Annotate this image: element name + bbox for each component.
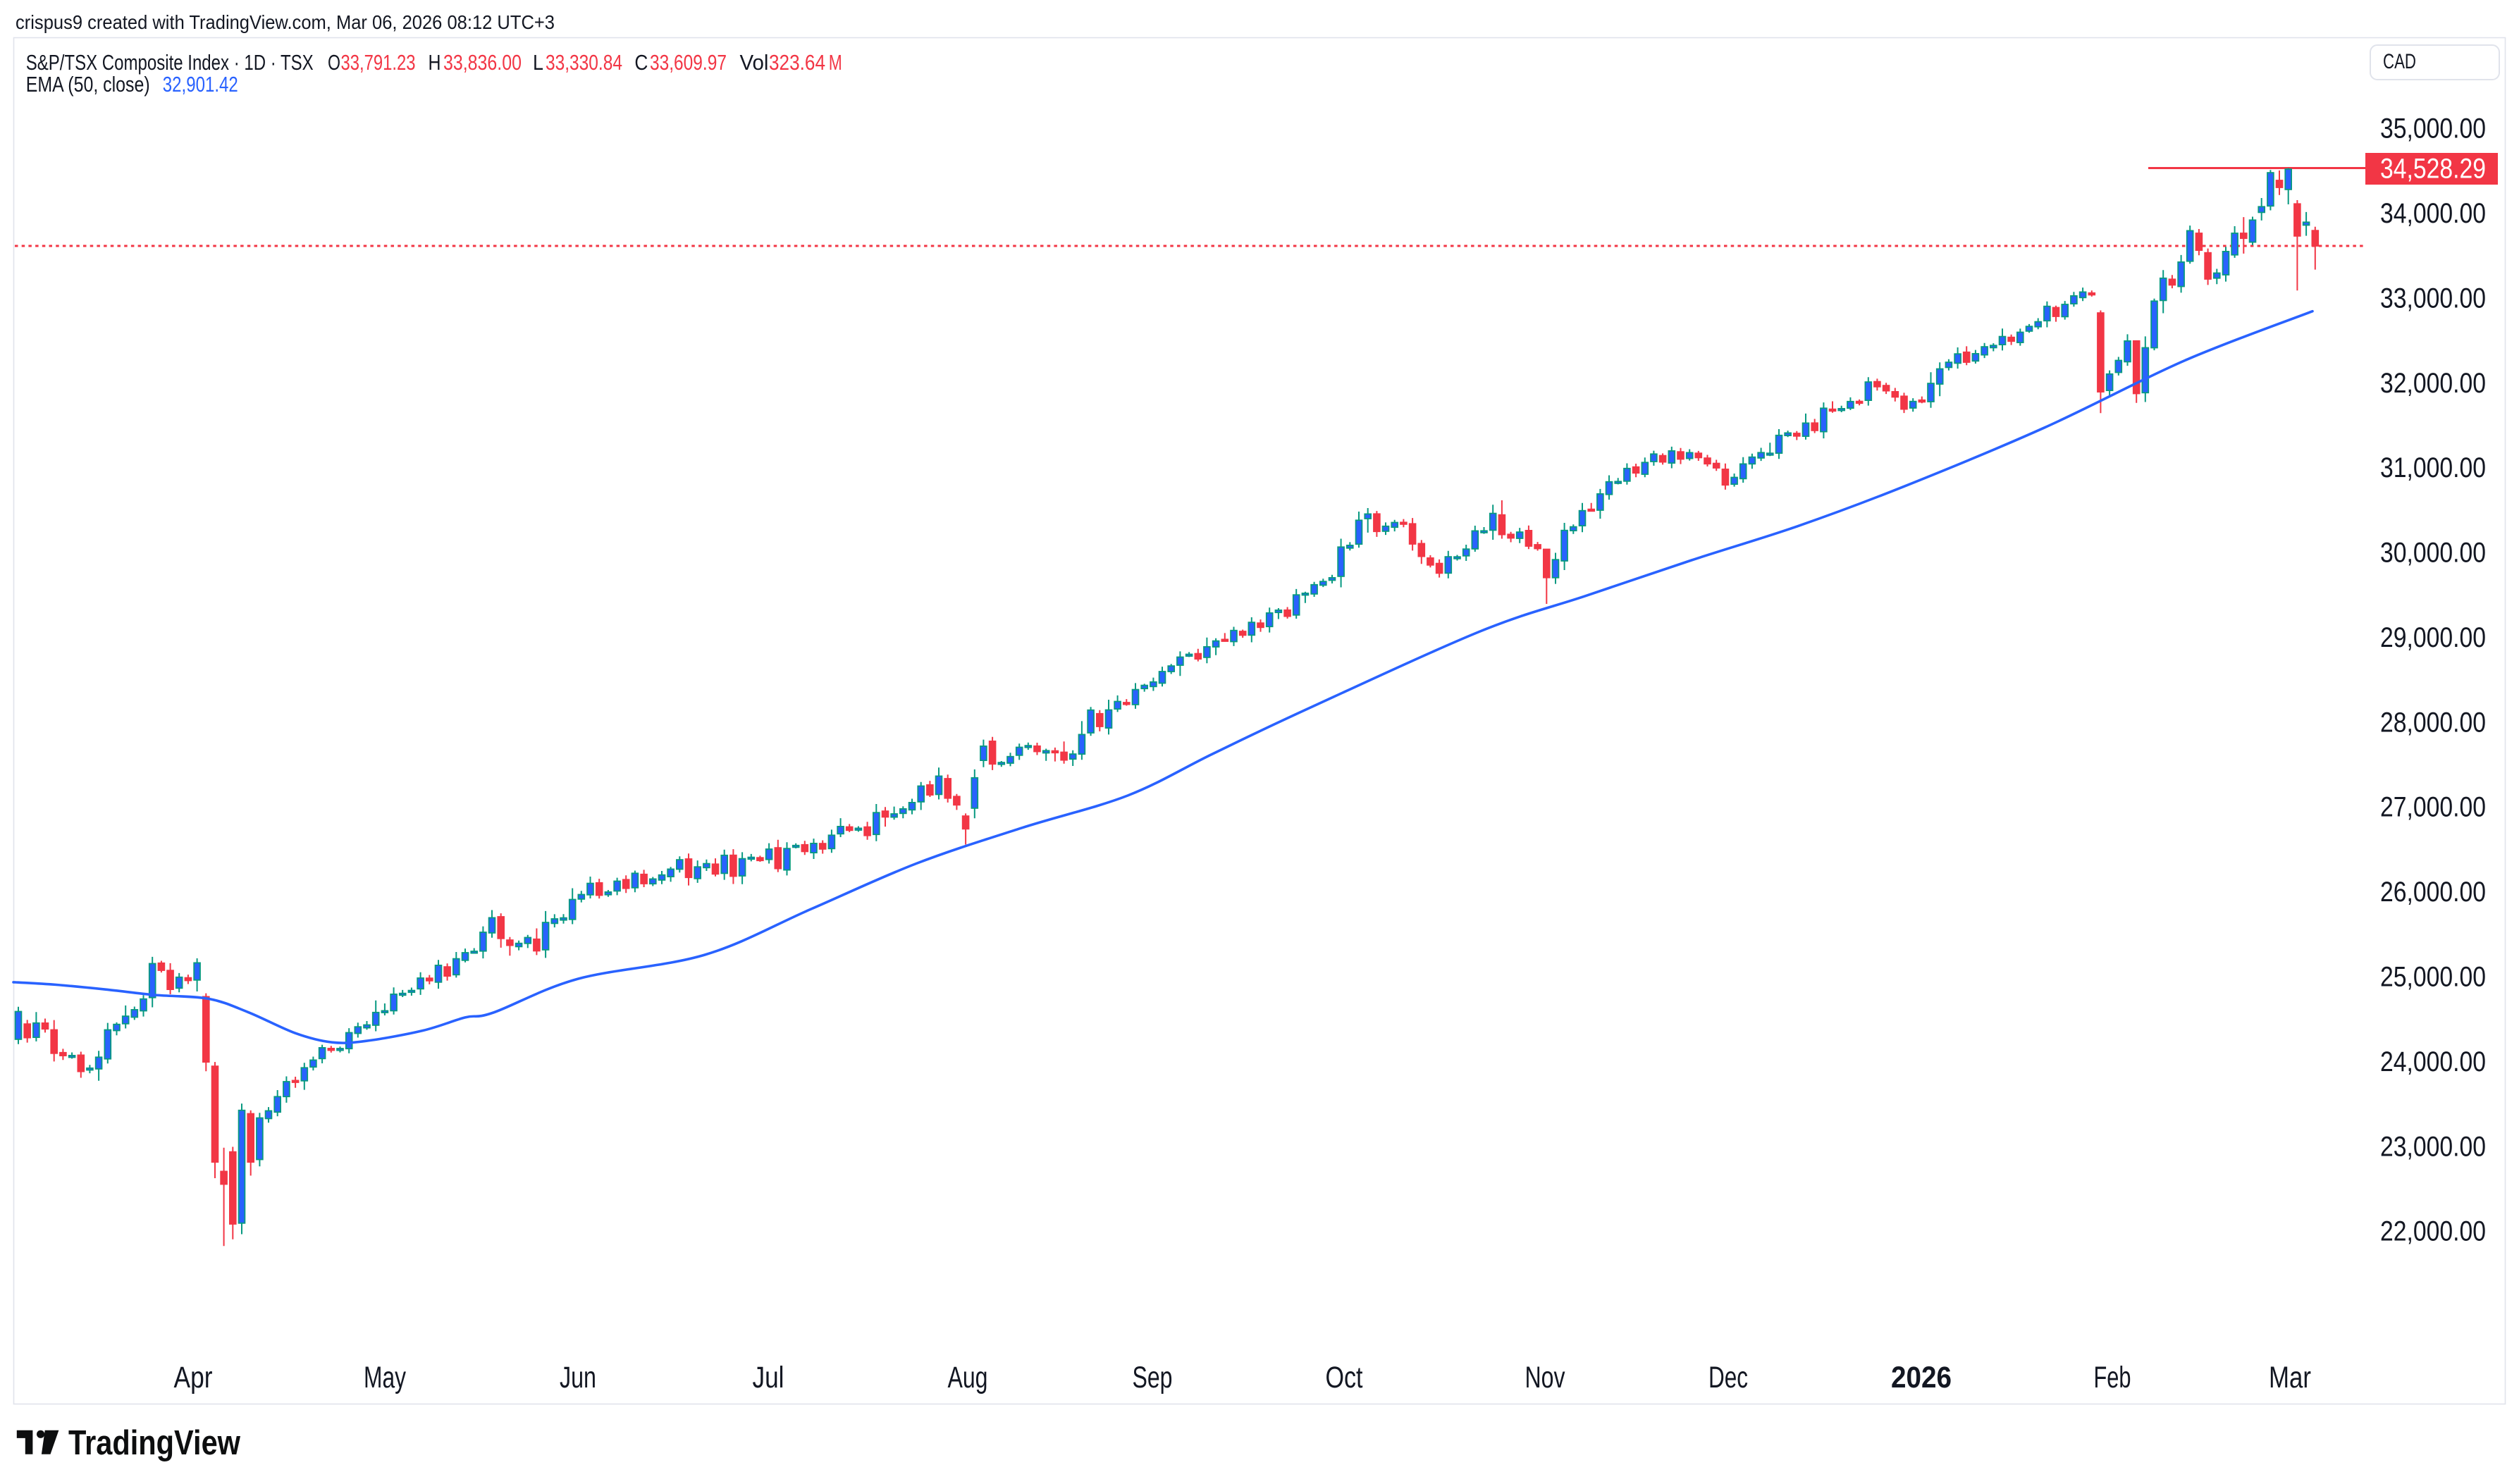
svg-text:31,000.00: 31,000.00 — [2380, 452, 2486, 483]
svg-text:30,000.00: 30,000.00 — [2380, 538, 2486, 569]
svg-text:33,000.00: 33,000.00 — [2380, 283, 2486, 314]
svg-text:27,000.00: 27,000.00 — [2380, 792, 2486, 823]
svg-text:Oct: Oct — [1326, 1361, 1363, 1395]
svg-text:Jul: Jul — [753, 1361, 784, 1395]
svg-text:26,000.00: 26,000.00 — [2380, 877, 2486, 908]
svg-text:23,000.00: 23,000.00 — [2380, 1131, 2486, 1162]
svg-text:33,609.97: 33,609.97 — [650, 50, 727, 75]
svg-text:Feb: Feb — [2094, 1361, 2131, 1395]
svg-text:EMA (50, close): EMA (50, close) — [26, 72, 150, 97]
svg-text:29,000.00: 29,000.00 — [2380, 622, 2486, 653]
svg-text:Mar: Mar — [2269, 1361, 2311, 1395]
svg-text:35,000.00: 35,000.00 — [2380, 113, 2486, 144]
svg-text:O: O — [328, 50, 340, 75]
svg-text:323.64: 323.64 — [769, 50, 825, 75]
svg-text:2026: 2026 — [1891, 1361, 1952, 1395]
svg-text:TradingView: TradingView — [68, 1424, 241, 1462]
svg-text:May: May — [364, 1361, 406, 1395]
svg-text:33,330.84: 33,330.84 — [546, 50, 622, 75]
svg-text:33,791.23: 33,791.23 — [341, 50, 416, 75]
svg-text:Apr: Apr — [174, 1361, 213, 1395]
svg-text:C: C — [634, 50, 648, 75]
svg-text:Dec: Dec — [1708, 1361, 1748, 1395]
svg-text:M: M — [829, 50, 842, 75]
svg-text:24,000.00: 24,000.00 — [2380, 1046, 2486, 1077]
svg-text:Nov: Nov — [1525, 1361, 1565, 1395]
svg-text:25,000.00: 25,000.00 — [2380, 962, 2486, 993]
svg-text:33,836.00: 33,836.00 — [443, 50, 522, 75]
svg-text:22,000.00: 22,000.00 — [2380, 1216, 2486, 1247]
svg-text:CAD: CAD — [2383, 50, 2416, 73]
svg-text:L: L — [533, 50, 543, 75]
svg-text:Sep: Sep — [1133, 1361, 1173, 1395]
svg-text:H: H — [429, 50, 441, 75]
svg-text:34,528.29: 34,528.29 — [2380, 153, 2486, 184]
svg-text:34,000.00: 34,000.00 — [2380, 198, 2486, 229]
svg-text:crispus9 created with TradingV: crispus9 created with TradingView.com, M… — [16, 11, 555, 33]
svg-text:Vol: Vol — [740, 50, 769, 75]
svg-text:32,901.42: 32,901.42 — [163, 72, 238, 97]
svg-text:32,000.00: 32,000.00 — [2380, 368, 2486, 399]
svg-text:Jun: Jun — [560, 1361, 596, 1395]
svg-text:28,000.00: 28,000.00 — [2380, 707, 2486, 738]
svg-text:S&P/TSX Composite Index · 1D ·: S&P/TSX Composite Index · 1D · TSX — [26, 50, 314, 75]
svg-text:Aug: Aug — [948, 1361, 988, 1395]
